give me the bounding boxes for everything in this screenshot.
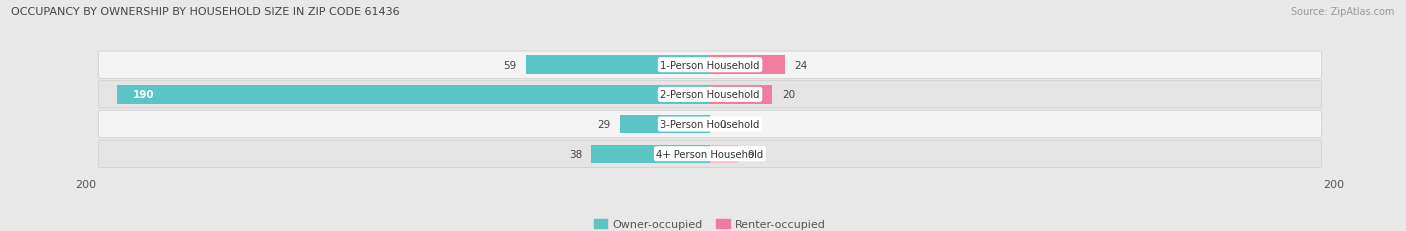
Text: 38: 38 <box>569 149 582 159</box>
Bar <box>710 56 785 75</box>
Text: 2-Person Household: 2-Person Household <box>661 90 759 100</box>
Bar <box>620 115 710 134</box>
Text: 0: 0 <box>720 119 725 130</box>
FancyBboxPatch shape <box>98 111 1322 138</box>
Bar <box>710 86 772 104</box>
Text: 3-Person Household: 3-Person Household <box>661 119 759 130</box>
FancyBboxPatch shape <box>98 140 1322 168</box>
Text: OCCUPANCY BY OWNERSHIP BY HOUSEHOLD SIZE IN ZIP CODE 61436: OCCUPANCY BY OWNERSHIP BY HOUSEHOLD SIZE… <box>11 7 399 17</box>
Legend: Owner-occupied, Renter-occupied: Owner-occupied, Renter-occupied <box>589 215 831 231</box>
Text: 1-Person Household: 1-Person Household <box>661 61 759 70</box>
Text: 29: 29 <box>598 119 610 130</box>
Text: 59: 59 <box>503 61 516 70</box>
Text: 190: 190 <box>132 90 155 100</box>
Text: 24: 24 <box>794 61 807 70</box>
Text: Source: ZipAtlas.com: Source: ZipAtlas.com <box>1291 7 1395 17</box>
Bar <box>592 145 710 163</box>
Bar <box>526 56 710 75</box>
Text: 20: 20 <box>782 90 794 100</box>
FancyBboxPatch shape <box>98 52 1322 79</box>
FancyBboxPatch shape <box>98 81 1322 109</box>
Bar <box>710 145 738 163</box>
Text: 9: 9 <box>748 149 754 159</box>
Bar <box>117 86 710 104</box>
Text: 4+ Person Household: 4+ Person Household <box>657 149 763 159</box>
